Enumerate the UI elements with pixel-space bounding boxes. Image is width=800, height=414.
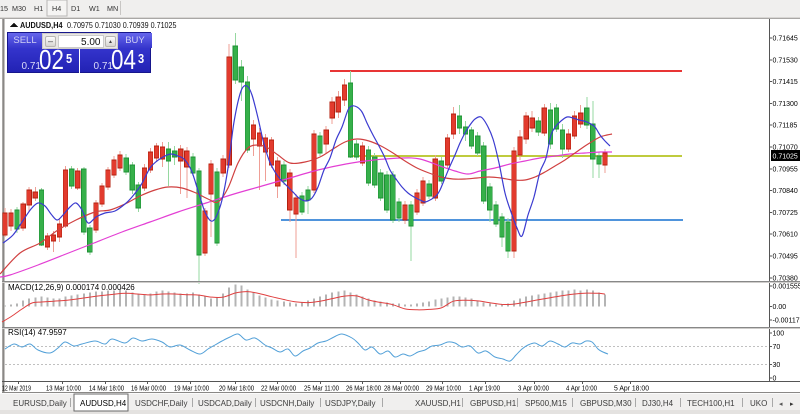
svg-text:RSI(14) 47.9597: RSI(14) 47.9597 — [8, 328, 67, 337]
svg-text:0.71645: 0.71645 — [773, 36, 798, 43]
svg-text:1 Apr 19:00: 1 Apr 19:00 — [469, 386, 500, 393]
svg-text:70: 70 — [773, 344, 781, 351]
svg-text:30: 30 — [773, 362, 781, 369]
svg-text:XAUUSD,H1: XAUUSD,H1 — [415, 399, 461, 408]
svg-text:19 Mar 10:00: 19 Mar 10:00 — [174, 386, 209, 393]
svg-text:3 Apr 00:00: 3 Apr 00:00 — [518, 386, 549, 393]
svg-text:0.71025: 0.71025 — [773, 154, 798, 161]
svg-text:GBPUSD,M30: GBPUSD,M30 — [580, 399, 632, 408]
svg-text:22 Mar 00:00: 22 Mar 00:00 — [261, 386, 296, 393]
svg-text:AUDUSD,H4: AUDUSD,H4 — [20, 21, 63, 30]
svg-text:DJ30,H4: DJ30,H4 — [642, 399, 674, 408]
svg-text:H1: H1 — [34, 4, 43, 13]
svg-text:MN: MN — [107, 4, 118, 13]
svg-text:12 Mar 2019: 12 Mar 2019 — [2, 386, 31, 393]
svg-text:-0.001176: -0.001176 — [773, 318, 800, 325]
svg-text:0.71185: 0.71185 — [773, 123, 798, 130]
svg-text:4 Apr 10:00: 4 Apr 10:00 — [566, 386, 597, 393]
svg-text:UKO: UKO — [750, 399, 767, 408]
svg-text:W1: W1 — [89, 4, 100, 13]
svg-text:0.70380: 0.70380 — [773, 275, 798, 282]
svg-text:13 Mar 10:00: 13 Mar 10:00 — [46, 386, 81, 393]
svg-text:D1: D1 — [71, 4, 80, 13]
svg-text:28 Mar 00:00: 28 Mar 00:00 — [384, 386, 419, 393]
svg-text:0.70975 0.71030 0.70939 0.7102: 0.70975 0.71030 0.70939 0.71025 — [67, 21, 177, 30]
svg-text:15: 15 — [0, 4, 8, 13]
svg-text:5 Apr 18:00: 5 Apr 18:00 — [614, 386, 649, 393]
svg-text:AUDUSD,H4: AUDUSD,H4 — [80, 399, 127, 408]
svg-text:MACD(12,26,9) 0.000174 0.00042: MACD(12,26,9) 0.000174 0.000426 — [8, 283, 135, 292]
svg-text:25 Mar 11:00: 25 Mar 11:00 — [304, 386, 339, 393]
svg-text:USDCHF,Daily: USDCHF,Daily — [135, 399, 187, 408]
svg-text:GBPUSD,H1: GBPUSD,H1 — [470, 399, 517, 408]
svg-text:0.00: 0.00 — [773, 304, 787, 311]
svg-text:0.70955: 0.70955 — [773, 166, 798, 173]
svg-text:◂: ◂ — [779, 401, 783, 408]
svg-text:16 Mar 00:00: 16 Mar 00:00 — [131, 386, 166, 393]
svg-text:0.71070: 0.71070 — [773, 145, 798, 152]
svg-text:0.71415: 0.71415 — [773, 79, 798, 86]
svg-text:0.70610: 0.70610 — [773, 232, 798, 239]
svg-text:0.001555: 0.001555 — [773, 284, 800, 291]
svg-text:▸: ▸ — [790, 401, 794, 408]
svg-text:TECH100,H1: TECH100,H1 — [687, 399, 735, 408]
svg-text:0.70840: 0.70840 — [773, 188, 798, 195]
svg-text:14 Mar 18:00: 14 Mar 18:00 — [89, 386, 124, 393]
svg-text:29 Mar 10:00: 29 Mar 10:00 — [426, 386, 461, 393]
svg-text:100: 100 — [773, 331, 785, 338]
svg-text:0.71300: 0.71300 — [773, 101, 798, 108]
svg-text:USDCAD,Daily: USDCAD,Daily — [198, 399, 252, 408]
svg-text:0.70725: 0.70725 — [773, 210, 798, 217]
svg-text:20 Mar 18:00: 20 Mar 18:00 — [219, 386, 254, 393]
svg-text:EURUSD,Daily: EURUSD,Daily — [13, 399, 67, 408]
svg-text:0.71530: 0.71530 — [773, 57, 798, 64]
svg-text:USDJPY,Daily: USDJPY,Daily — [325, 399, 376, 408]
svg-text:0.70495: 0.70495 — [773, 254, 798, 261]
svg-text:USDCNH,Daily: USDCNH,Daily — [260, 399, 314, 408]
svg-text:26 Mar 18:00: 26 Mar 18:00 — [346, 386, 381, 393]
svg-text:H4: H4 — [52, 4, 61, 13]
svg-text:M30: M30 — [12, 4, 26, 13]
svg-text:0: 0 — [773, 376, 777, 383]
svg-text:SP500,M15: SP500,M15 — [525, 399, 567, 408]
